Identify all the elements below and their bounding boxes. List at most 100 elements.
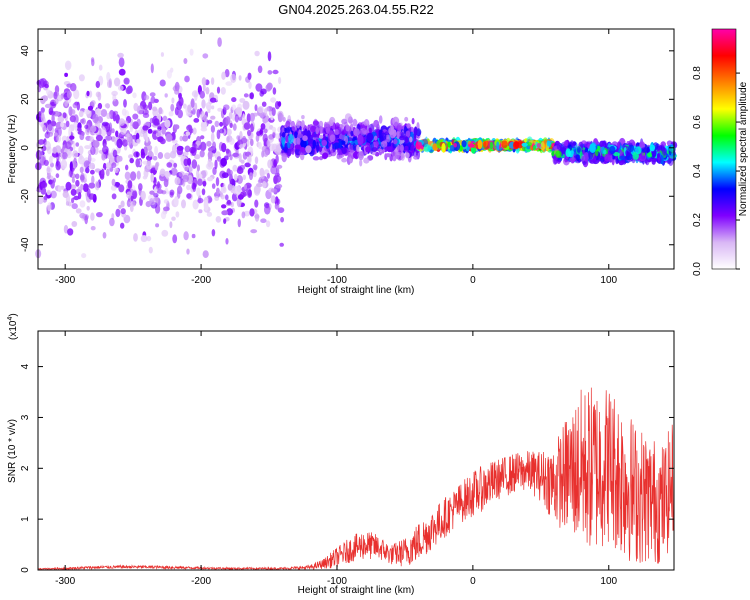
spectrogram-cell <box>177 109 184 119</box>
spectrogram-cell <box>231 192 238 202</box>
spectrogram-cell <box>276 164 283 169</box>
spectrogram-cell <box>118 68 126 76</box>
spectrogram-cell <box>262 133 268 143</box>
spectrogram-cell <box>64 60 72 71</box>
spectrogram-cell <box>88 182 96 189</box>
spectrogram-cell <box>219 121 224 127</box>
snr-x-tick-label: -100 <box>327 576 347 587</box>
spectrogram-cell <box>589 143 596 154</box>
spectrogram-cell <box>90 125 97 133</box>
spectrogram-cell <box>291 126 295 131</box>
spectrogram-cell <box>94 180 100 191</box>
spectrogram-cell <box>40 112 45 122</box>
spectrogram-cell <box>221 172 229 179</box>
spectrogram-cell <box>40 107 45 113</box>
spectrogram-cell <box>50 120 57 127</box>
spectrogram-cell <box>191 143 197 148</box>
spectrogram-cell <box>453 143 457 148</box>
spectrogram-cell <box>397 124 403 132</box>
spectrogram-cell <box>392 138 398 145</box>
spectrogram-y-tick-label: 20 <box>20 93 31 105</box>
spectrogram-cell <box>80 183 84 191</box>
spectrogram-cell <box>203 199 209 209</box>
spectrogram-cell <box>285 120 291 128</box>
snr-series-line <box>38 387 674 570</box>
spectrogram-cell <box>396 131 400 139</box>
spectrogram-cell <box>195 140 201 146</box>
spectrogram-cell <box>75 208 82 214</box>
spectrogram-cell <box>163 206 170 212</box>
spectrogram-cell <box>341 118 348 125</box>
spectrogram-cell <box>174 88 180 95</box>
spectrogram-cell <box>482 141 487 149</box>
spectrogram-cell <box>186 112 192 117</box>
spectrogram-cell <box>380 132 387 141</box>
spectrogram-cell <box>215 216 222 223</box>
spectrogram-cell <box>271 107 276 116</box>
spectrogram-cell <box>47 202 52 212</box>
spectrogram-cell <box>78 155 85 165</box>
spectrogram-cell <box>489 141 494 150</box>
spectrogram-cell <box>71 177 75 183</box>
spectrogram-cell <box>374 141 379 147</box>
spectrogram-cell <box>275 133 281 140</box>
spectrogram-cell <box>225 116 231 125</box>
spectrogram-cell <box>243 122 251 130</box>
spectrogram-cell <box>111 178 116 186</box>
spectrogram-cell <box>81 131 85 136</box>
spectrogram-cell <box>282 117 286 122</box>
spectrogram-cell <box>171 139 178 144</box>
spectrogram-cell <box>360 127 367 136</box>
spectrogram-cell <box>111 193 117 200</box>
spectrogram-cell <box>150 172 154 183</box>
colorbar-frame <box>711 28 737 270</box>
spectrogram-cell <box>302 135 308 142</box>
spectrogram-cell <box>82 183 89 193</box>
spectrogram-cell <box>196 164 200 172</box>
spectrogram-cell <box>229 173 233 184</box>
spectrogram-cell <box>63 224 69 234</box>
spectrogram-cell <box>88 162 95 169</box>
colorbar-ticks: 0.0 0.2 0.4 0.6 0.8 <box>692 66 740 276</box>
spectrogram-y-ticks: -40 -20 0 20 40 <box>20 45 674 252</box>
colorbar-tick-label: 0.4 <box>692 164 703 178</box>
spectrogram-cell <box>209 97 217 103</box>
spectrogram-cell <box>53 91 58 100</box>
spectrogram-cell <box>210 77 215 85</box>
spectrogram-cell <box>221 210 229 216</box>
spectrogram-cell <box>254 199 259 208</box>
spectrogram-cell <box>299 147 306 152</box>
spectrogram-cell <box>136 105 144 115</box>
spectrogram-cell <box>254 156 259 165</box>
spectrogram-cell <box>555 150 562 158</box>
spectrogram-cell <box>341 147 347 155</box>
spectrogram-cell <box>221 204 227 209</box>
spectrogram-cell <box>146 235 152 242</box>
spectrogram-cell <box>106 71 111 82</box>
spectrogram-cell <box>206 211 213 217</box>
spectrogram-cell <box>153 118 160 126</box>
spectrogram-cell <box>118 184 125 193</box>
spectrogram-cell <box>149 190 155 195</box>
spectrogram-cell <box>83 160 91 169</box>
spectrogram-cell <box>441 142 446 153</box>
spectrogram-cell <box>296 137 301 145</box>
spectrogram-cell <box>576 154 580 162</box>
spectrogram-cell <box>216 187 220 195</box>
spectrogram-cell <box>106 112 111 120</box>
spectrogram-cell <box>88 90 93 98</box>
spectrogram-cell <box>184 166 189 172</box>
spectrogram-cell <box>70 188 77 196</box>
spectrogram-cell <box>92 113 99 124</box>
spectrogram-cell <box>149 92 156 97</box>
spectrogram-cell <box>201 99 206 109</box>
spectrogram-cell <box>501 140 508 149</box>
spectrogram-cell <box>73 89 80 100</box>
spectrogram-cell <box>75 173 80 180</box>
spectrogram-cell <box>142 125 149 131</box>
spectrogram-cell <box>270 97 277 103</box>
spectrogram-cell <box>68 106 73 116</box>
spectrogram-cell <box>225 238 229 245</box>
spectrogram-cell <box>197 178 203 186</box>
